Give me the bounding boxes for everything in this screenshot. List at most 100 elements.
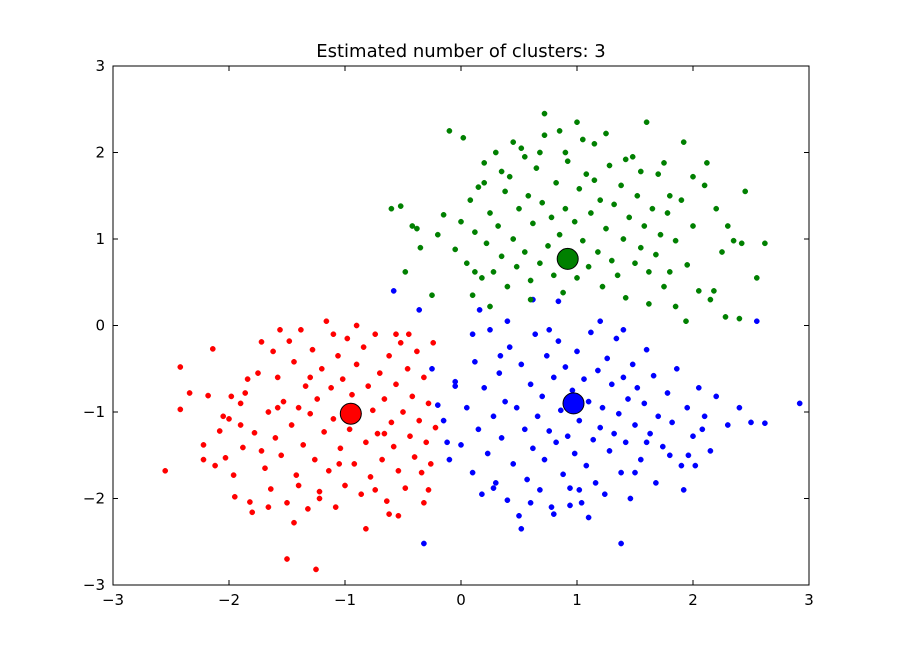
cluster-1-point — [550, 511, 557, 517]
cluster-0-point — [274, 374, 281, 381]
cluster-2-point — [467, 197, 474, 203]
cluster-2-point — [518, 145, 525, 152]
cluster-centers-layer — [339, 247, 585, 425]
cluster-1-point — [707, 448, 714, 454]
cluster-1-point — [701, 413, 708, 420]
cluster-2-point — [646, 301, 652, 307]
cluster-0-point — [372, 487, 379, 493]
cluster-1-point — [564, 433, 571, 440]
cluster-0-point — [231, 493, 238, 500]
cluster-2-point — [402, 269, 409, 275]
cluster-2-point — [472, 269, 478, 275]
cluster-1-point — [496, 370, 503, 376]
cluster-2-point — [481, 160, 488, 166]
cluster-0-point — [344, 335, 351, 342]
cluster-2-point — [434, 231, 441, 238]
cluster-1-center — [562, 392, 585, 415]
cluster-2-point — [463, 260, 470, 267]
cluster-1-point — [620, 374, 627, 381]
cluster-0-point — [416, 417, 423, 424]
cluster-1-point — [543, 352, 550, 359]
y-tick-label: 0 — [95, 317, 105, 335]
cluster-0-point — [330, 416, 337, 422]
cluster-0-point — [421, 499, 427, 506]
cluster-1-point — [796, 400, 803, 407]
cluster-2-point — [680, 139, 687, 145]
cluster-1-point — [557, 407, 564, 414]
cluster-2-point — [502, 188, 508, 195]
cluster-1-point — [620, 326, 627, 333]
cluster-1-point — [434, 402, 441, 408]
cluster-2-point — [460, 134, 467, 141]
cluster-1-point — [476, 307, 483, 313]
cluster-1-point — [611, 430, 617, 437]
cluster-1-point — [585, 514, 592, 521]
cluster-2-point — [525, 192, 532, 199]
cluster-1-point — [537, 487, 543, 493]
cluster-0-point — [177, 364, 184, 370]
cluster-0-point — [240, 444, 246, 451]
cluster-1-point — [650, 372, 657, 379]
cluster-2-point — [704, 160, 710, 166]
cluster-0-point — [284, 556, 290, 562]
cluster-0-point — [374, 430, 381, 437]
cluster-1-point — [622, 439, 629, 446]
cluster-2-point — [504, 283, 511, 290]
cluster-1-point — [521, 426, 528, 433]
cluster-2-point — [583, 171, 590, 177]
cluster-1-point — [655, 413, 662, 420]
cluster-1-point — [664, 390, 671, 396]
cluster-0-point — [242, 390, 249, 396]
x-tick-label: 2 — [688, 591, 698, 609]
cluster-1-point — [643, 346, 650, 353]
cluster-2-point — [614, 272, 621, 279]
cluster-2-point — [545, 243, 551, 249]
x-tick-label: −2 — [218, 591, 240, 609]
cluster-2-point — [556, 128, 563, 134]
cluster-0-point — [277, 326, 283, 333]
cluster-2-point — [539, 199, 546, 206]
cluster-0-point — [313, 566, 319, 573]
cluster-0-point — [363, 525, 369, 532]
cluster-0-point — [353, 361, 360, 368]
cluster-0-point — [323, 318, 330, 325]
cluster-2-point — [626, 214, 633, 221]
cluster-0-point — [418, 469, 425, 476]
cluster-1-point — [527, 381, 534, 388]
cluster-1-point — [490, 485, 497, 491]
cluster-2-point — [591, 177, 598, 184]
cluster-0-point — [335, 352, 341, 359]
cluster-1-point — [479, 491, 485, 498]
cluster-2-point — [722, 314, 729, 320]
cluster-1-point — [724, 422, 731, 428]
cluster-1-point — [444, 439, 450, 446]
plot-frame — [112, 65, 810, 586]
cluster-1-point — [546, 326, 553, 333]
cluster-0-point — [393, 381, 399, 388]
cluster-1-point — [472, 358, 478, 365]
cluster-1-point — [692, 462, 699, 469]
cluster-1-point — [578, 499, 585, 506]
cluster-2-point — [537, 149, 543, 156]
cluster-2-point — [414, 225, 420, 232]
cluster-0-point — [272, 435, 279, 441]
cluster-1-point — [555, 298, 562, 305]
cluster-0-point — [427, 461, 434, 467]
cluster-0-point — [305, 506, 311, 512]
cluster-2-point — [472, 229, 478, 235]
cluster-1-point — [608, 381, 615, 388]
cluster-2-point — [637, 244, 644, 251]
cluster-0-point — [293, 472, 300, 478]
cluster-2-point — [597, 197, 604, 203]
cluster-1-point — [469, 331, 476, 338]
cluster-0-point — [330, 331, 337, 338]
cluster-0-point — [425, 487, 432, 493]
cluster-1-point — [599, 404, 606, 411]
cluster-2-point — [521, 153, 528, 160]
cluster-2-point — [440, 211, 447, 218]
cluster-1-point — [555, 338, 562, 344]
cluster-2-point — [742, 188, 749, 195]
cluster-2-point — [738, 240, 745, 247]
cluster-1-point — [567, 485, 573, 491]
